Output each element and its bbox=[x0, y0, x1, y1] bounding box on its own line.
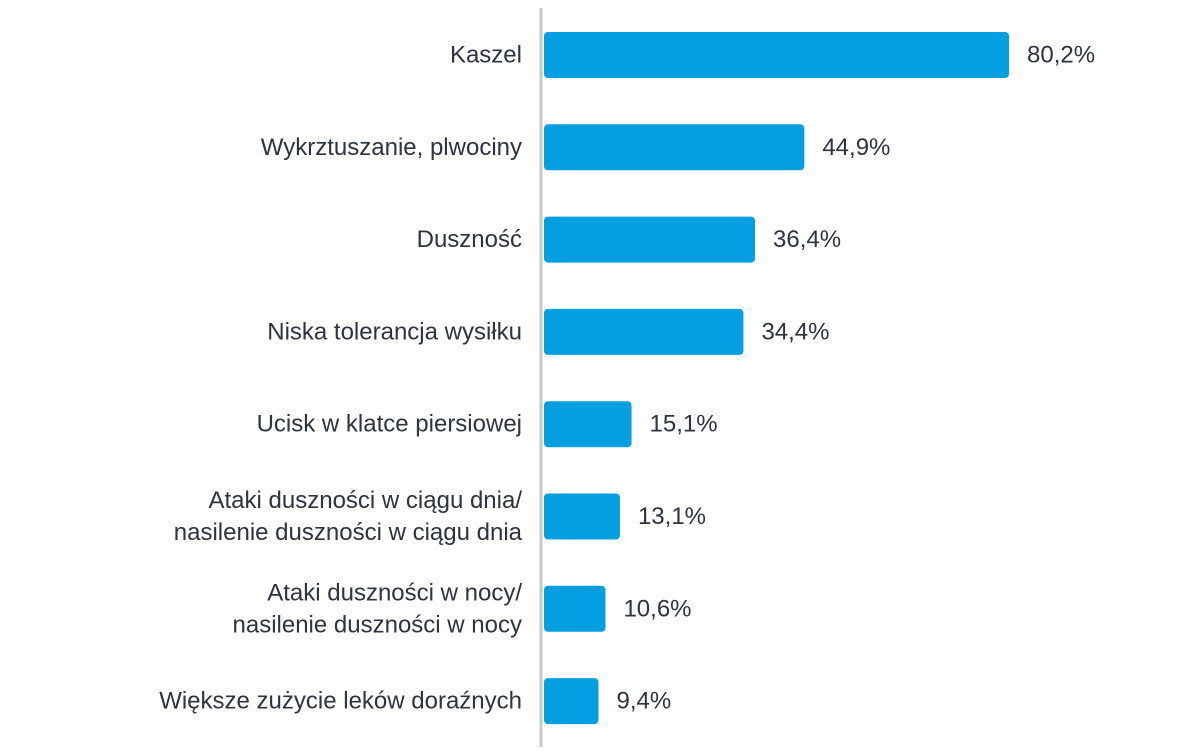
category-label: Większe zużycie leków doraźnych bbox=[159, 688, 522, 715]
bar bbox=[544, 678, 599, 725]
bar bbox=[544, 493, 620, 540]
category-label: nasilenie duszności w nocy bbox=[233, 611, 523, 638]
value-label: 9,4% bbox=[617, 688, 672, 715]
category-label: Duszność bbox=[417, 226, 522, 253]
bar bbox=[544, 401, 632, 448]
value-label: 36,4% bbox=[773, 226, 841, 253]
value-labels-group: 80,2% 44,9% 36,4% 34,4% 15,1% 13,1% 10,6% 9,4% bbox=[617, 42, 1096, 715]
value-label: 10,6% bbox=[623, 595, 691, 622]
category-labels-group: Kaszel Wykrztuszanie, plwociny Duszność Nis… bbox=[159, 42, 522, 715]
value-label: 34,4% bbox=[761, 318, 829, 345]
value-label: 80,2% bbox=[1027, 42, 1095, 69]
category-label: Ataki duszności w ciągu dnia/ bbox=[209, 487, 523, 514]
category-label: nasilenie duszności w ciągu dnia bbox=[174, 519, 523, 546]
bar bbox=[544, 32, 1009, 78]
category-label: Kaszel bbox=[450, 42, 522, 69]
bar bbox=[544, 308, 744, 355]
category-label: Ataki duszności w nocy/ bbox=[267, 579, 522, 606]
bar bbox=[544, 216, 756, 263]
category-label: Wykrztuszanie, plwociny bbox=[261, 134, 522, 161]
category-label: Niska tolerancja wysiłku bbox=[267, 318, 522, 345]
value-label: 15,1% bbox=[650, 411, 718, 438]
bars-group bbox=[544, 32, 1009, 725]
value-label: 44,9% bbox=[822, 134, 890, 161]
category-label: Ucisk w klatce piersiowej bbox=[257, 411, 522, 438]
bar bbox=[544, 585, 606, 632]
value-label: 13,1% bbox=[638, 503, 706, 530]
bar bbox=[544, 124, 805, 171]
